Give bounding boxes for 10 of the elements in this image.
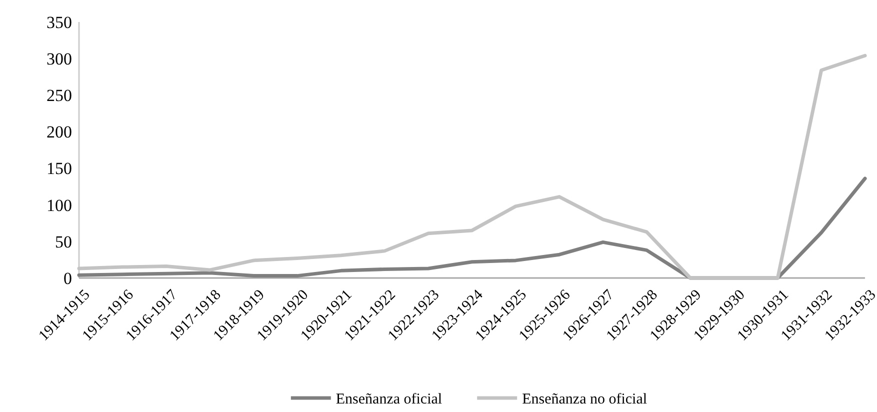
y-tick-label: 250 [46, 86, 72, 106]
y-tick-label: 100 [46, 196, 72, 215]
legend-label: Enseñanza no oficial [522, 391, 648, 408]
y-tick-label: 0 [64, 268, 72, 288]
y-tick-label: 50 [55, 232, 72, 252]
y-tick-label: 300 [46, 50, 72, 69]
y-tick-label: 350 [46, 12, 72, 32]
y-tick-label: 200 [46, 122, 72, 142]
legend-label: Enseñanza oficial [336, 391, 442, 408]
y-tick-label: 150 [46, 159, 72, 178]
